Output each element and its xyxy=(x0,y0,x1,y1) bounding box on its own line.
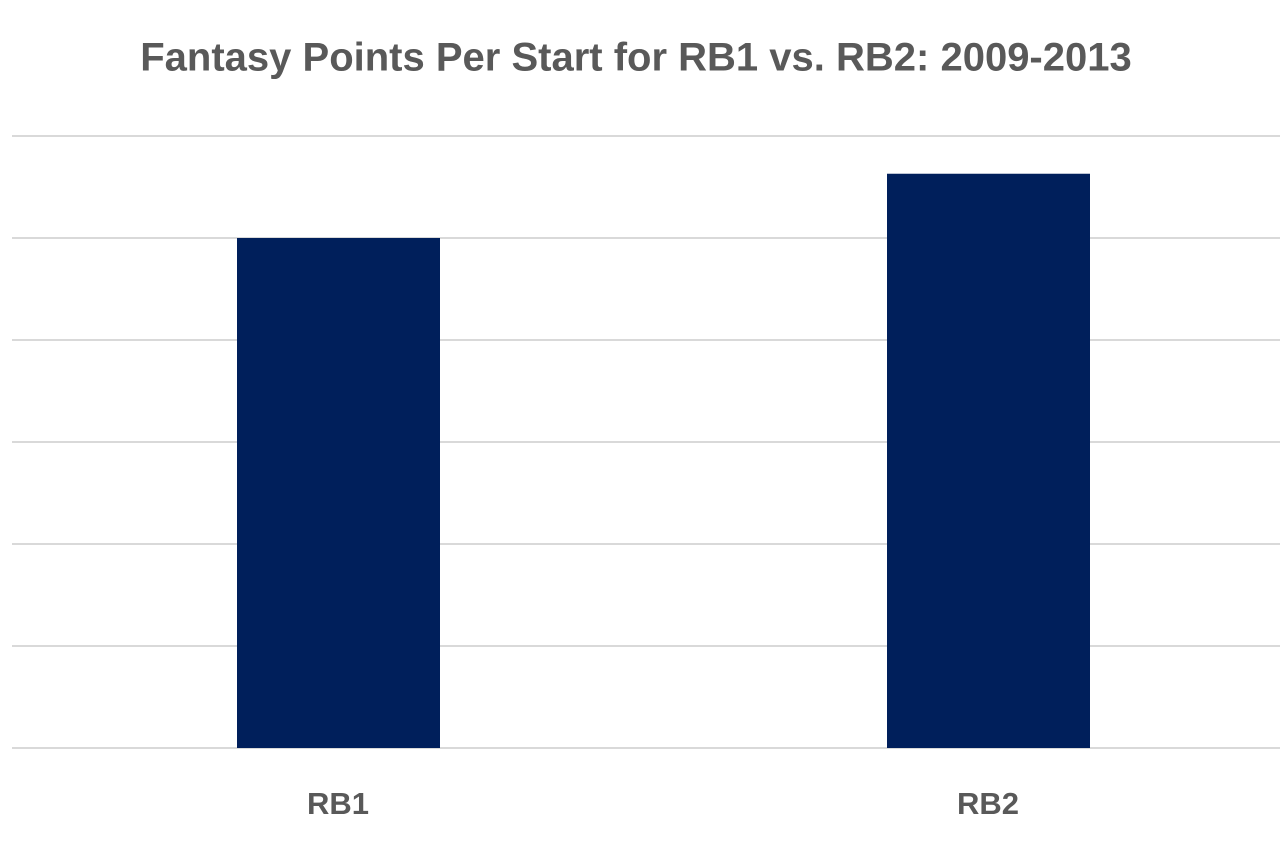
x-tick-label: RB1 xyxy=(307,786,369,821)
x-tick-label: RB2 xyxy=(957,786,1019,821)
chart-title: Fantasy Points Per Start for RB1 vs. RB2… xyxy=(140,36,1132,80)
bar xyxy=(887,173,1090,749)
bar xyxy=(237,238,440,748)
